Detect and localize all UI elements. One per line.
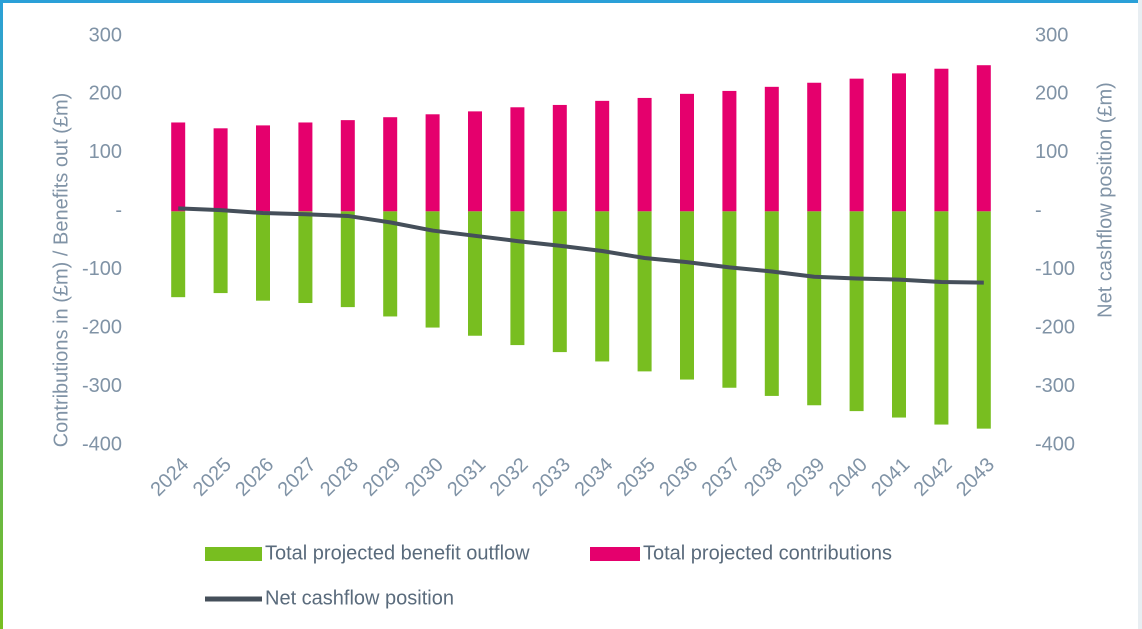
x-tick-label: 2043 xyxy=(952,454,999,501)
y2-tick-label: -100 xyxy=(1035,258,1075,280)
x-tick-label: 2032 xyxy=(486,454,533,501)
bar xyxy=(383,211,398,317)
bar xyxy=(637,211,652,372)
bar xyxy=(764,211,779,396)
y-tick-label: -100 xyxy=(82,258,122,280)
bar xyxy=(213,211,228,294)
bar xyxy=(849,211,864,412)
x-tick-label: 2039 xyxy=(782,454,829,501)
bar xyxy=(298,122,313,212)
legend-label: Net cashflow position xyxy=(265,587,454,609)
bar xyxy=(510,107,525,212)
bar xyxy=(807,211,822,406)
legend-label: Total projected benefit outflow xyxy=(265,542,530,564)
y-tick-label: 300 xyxy=(89,24,122,46)
y-tick-label: -200 xyxy=(82,316,122,338)
y2-axis-title: Net cashflow position (£m) xyxy=(1094,82,1116,318)
bar xyxy=(425,211,440,328)
bar xyxy=(976,211,991,429)
y2-tick-label: -400 xyxy=(1035,433,1075,455)
bar xyxy=(637,97,652,212)
line-series xyxy=(178,206,984,285)
bar xyxy=(213,128,228,212)
bar xyxy=(383,117,398,212)
x-tick-label: 2042 xyxy=(910,454,957,501)
bar xyxy=(340,211,355,308)
x-tick-label: 2027 xyxy=(274,454,321,501)
bar xyxy=(849,78,864,212)
bar xyxy=(892,73,906,212)
bar xyxy=(934,68,949,212)
bar xyxy=(680,93,694,212)
y2-tick-label: - xyxy=(1035,200,1042,222)
y2-tick-label: -200 xyxy=(1035,316,1075,338)
x-tick-label: 2035 xyxy=(613,454,660,501)
y-tick-label: 200 xyxy=(89,83,122,105)
bar xyxy=(722,90,737,212)
bar xyxy=(256,211,270,301)
x-tick-label: 2026 xyxy=(231,454,278,501)
bar xyxy=(764,86,779,212)
bar xyxy=(256,125,270,212)
bar xyxy=(552,211,567,353)
legend-swatch xyxy=(590,547,640,561)
top-border xyxy=(0,0,1142,3)
bar xyxy=(298,211,313,304)
y-tick-label: -300 xyxy=(82,375,122,397)
x-tick-label: 2025 xyxy=(189,454,236,501)
left-border xyxy=(0,0,3,629)
y2-tick-label: 100 xyxy=(1035,141,1068,163)
bar xyxy=(468,111,482,212)
bar xyxy=(340,120,355,212)
legend-label: Total projected contributions xyxy=(643,542,892,564)
bar xyxy=(976,65,991,212)
y2-tick-label: -300 xyxy=(1035,375,1075,397)
bar xyxy=(595,100,610,212)
legend-swatch xyxy=(205,547,262,561)
bar xyxy=(807,82,822,212)
y-tick-label: 100 xyxy=(89,141,122,163)
x-tick-label: 2024 xyxy=(146,454,193,501)
x-tick-label: 2031 xyxy=(443,454,490,501)
x-tick-label: 2038 xyxy=(740,454,787,501)
bar xyxy=(892,211,906,418)
x-tick-label: 2040 xyxy=(825,454,872,501)
bar xyxy=(510,211,525,346)
bar xyxy=(425,114,440,212)
bar xyxy=(934,211,949,425)
bar xyxy=(595,211,610,362)
x-tick-label: 2036 xyxy=(655,454,702,501)
bar xyxy=(468,211,482,336)
x-tick-label: 2037 xyxy=(698,454,745,501)
bar xyxy=(680,211,694,380)
y2-tick-label: 200 xyxy=(1035,83,1068,105)
x-tick-label: 2028 xyxy=(316,454,363,501)
x-tick-label: 2041 xyxy=(867,454,914,501)
bar xyxy=(171,122,186,212)
x-tick-label: 2030 xyxy=(401,454,448,501)
x-tick-label: 2033 xyxy=(528,454,575,501)
right-border xyxy=(1138,0,1142,629)
y-tick-label: -400 xyxy=(82,433,122,455)
y2-tick-label: 300 xyxy=(1035,24,1068,46)
bar xyxy=(722,211,737,388)
bar xyxy=(552,104,567,212)
y-tick-label: - xyxy=(115,200,122,222)
x-tick-label: 2034 xyxy=(570,454,617,501)
x-tick-label: 2029 xyxy=(358,454,405,501)
y-axis-title: Contributions in (£m) / Benefits out (£m… xyxy=(50,93,72,448)
bar xyxy=(171,211,186,298)
